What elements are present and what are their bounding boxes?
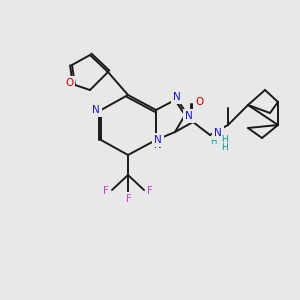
Text: N: N [173, 92, 181, 102]
Text: O: O [194, 99, 202, 109]
Text: N: N [154, 140, 162, 150]
Text: N: N [92, 105, 100, 115]
Text: N: N [92, 105, 100, 115]
Text: O: O [195, 97, 203, 107]
Text: H: H [210, 137, 216, 146]
Text: N: N [211, 130, 219, 140]
Text: H: H [220, 142, 227, 152]
Text: F: F [147, 186, 153, 196]
Text: N: N [214, 128, 222, 138]
Text: N: N [154, 135, 162, 145]
Text: H: H [220, 136, 227, 145]
Text: O: O [65, 78, 73, 88]
Text: F: F [105, 185, 111, 195]
Text: H: H [215, 134, 221, 142]
Text: F: F [103, 186, 109, 196]
Text: F: F [145, 185, 151, 195]
Text: N: N [185, 111, 193, 121]
Text: F: F [126, 194, 132, 204]
Text: F: F [125, 193, 131, 203]
Text: O: O [66, 80, 74, 90]
